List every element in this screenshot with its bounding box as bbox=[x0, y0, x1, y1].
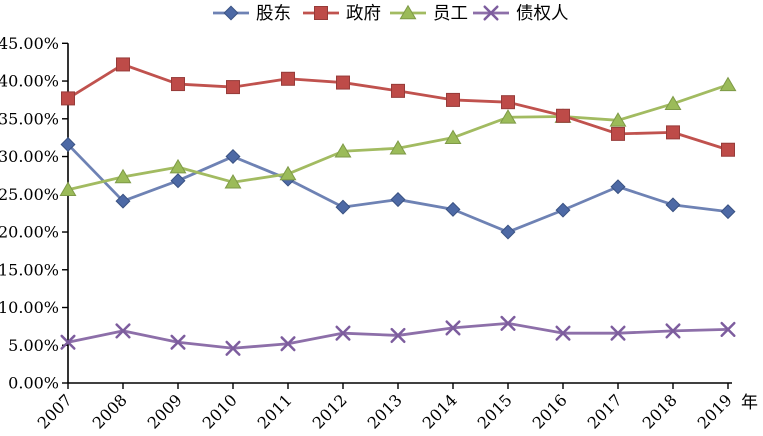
series-line bbox=[67, 83, 729, 192]
square-marker-icon bbox=[314, 6, 328, 20]
square-marker-icon bbox=[336, 75, 350, 90]
diamond-marker-icon bbox=[555, 202, 571, 218]
legend-item-员工: 员工 bbox=[390, 4, 468, 24]
y-tick-label: 30.00% bbox=[0, 147, 59, 166]
square-marker-icon bbox=[501, 95, 515, 110]
y-tick-label: 40.00% bbox=[0, 72, 59, 91]
x-axis-unit-label: 年 bbox=[741, 393, 758, 413]
triangle-marker-icon bbox=[499, 109, 517, 124]
triangle-marker-icon bbox=[664, 95, 682, 110]
x-marker-icon bbox=[555, 325, 571, 341]
x-tick-label: 2009 bbox=[144, 390, 186, 432]
x-marker-icon bbox=[335, 325, 351, 341]
legend-label: 员工 bbox=[433, 4, 468, 24]
triangle-marker-icon bbox=[224, 174, 242, 189]
x-marker-icon bbox=[610, 325, 626, 341]
diamond-marker-icon bbox=[223, 5, 239, 21]
x-marker-icon bbox=[483, 5, 499, 21]
diamond-marker-icon bbox=[720, 204, 736, 220]
diamond-marker-icon bbox=[60, 136, 76, 152]
square-marker-icon bbox=[281, 71, 295, 86]
x-marker-icon bbox=[445, 320, 461, 336]
legend-label: 政府 bbox=[346, 4, 381, 24]
series-政府 bbox=[61, 57, 735, 157]
x-tick-label: 2017 bbox=[584, 390, 626, 432]
x-tick-label: 2010 bbox=[199, 390, 241, 432]
y-tick-label: 0.00% bbox=[8, 374, 59, 393]
series-股东 bbox=[60, 136, 736, 240]
y-tick-label: 45.00% bbox=[0, 34, 59, 53]
x-tick-label: 2016 bbox=[529, 390, 571, 432]
series-债权人 bbox=[60, 315, 736, 356]
x-marker-icon bbox=[115, 323, 131, 339]
x-tick-label: 2018 bbox=[639, 390, 681, 432]
square-marker-icon bbox=[556, 108, 570, 123]
triangle-marker-icon bbox=[334, 143, 352, 158]
x-marker-icon bbox=[720, 321, 736, 337]
triangle-marker-icon bbox=[59, 181, 77, 197]
x-marker-icon bbox=[60, 334, 76, 350]
triangle-marker-icon bbox=[279, 165, 297, 181]
legend-item-股东: 股东 bbox=[213, 4, 291, 24]
y-tick-label: 25.00% bbox=[0, 185, 59, 204]
diamond-marker-icon bbox=[500, 224, 516, 240]
diamond-marker-icon bbox=[225, 149, 241, 165]
series-line bbox=[66, 143, 729, 234]
diamond-marker-icon bbox=[390, 192, 406, 208]
legend-label: 股东 bbox=[256, 4, 291, 24]
triangle-marker-icon bbox=[169, 158, 187, 174]
triangle-marker-icon bbox=[114, 168, 132, 184]
diamond-marker-icon bbox=[445, 201, 461, 217]
diamond-marker-icon bbox=[610, 179, 626, 195]
x-tick-label: 2012 bbox=[309, 390, 351, 432]
y-tick-label: 20.00% bbox=[0, 223, 59, 242]
diamond-marker-icon bbox=[665, 197, 681, 213]
series-line bbox=[67, 63, 729, 152]
triangle-marker-icon bbox=[399, 4, 417, 20]
triangle-marker-icon bbox=[444, 129, 462, 144]
y-tick-label: 5.00% bbox=[8, 336, 59, 355]
x-marker-icon bbox=[665, 323, 681, 339]
square-marker-icon bbox=[116, 57, 130, 72]
triangle-marker-icon bbox=[719, 76, 737, 92]
y-tick-label: 35.00% bbox=[0, 109, 59, 128]
y-tick-label: 15.00% bbox=[0, 260, 59, 279]
square-marker-icon bbox=[391, 83, 405, 98]
x-marker-icon bbox=[225, 340, 241, 356]
square-marker-icon bbox=[171, 77, 185, 92]
square-marker-icon bbox=[61, 91, 75, 106]
legend-label: 债权人 bbox=[516, 4, 569, 24]
x-tick-label: 2015 bbox=[474, 390, 516, 432]
diamond-marker-icon bbox=[170, 173, 186, 189]
square-marker-icon bbox=[666, 125, 680, 140]
x-marker-icon bbox=[390, 327, 406, 343]
square-marker-icon bbox=[226, 80, 240, 95]
diamond-marker-icon bbox=[115, 193, 131, 209]
square-marker-icon bbox=[446, 92, 460, 107]
x-marker-icon bbox=[500, 315, 516, 331]
square-marker-icon bbox=[611, 126, 625, 141]
x-tick-label: 2008 bbox=[89, 390, 131, 432]
y-tick-label: 10.00% bbox=[0, 298, 59, 317]
triangle-marker-icon bbox=[389, 140, 407, 155]
x-marker-icon bbox=[280, 336, 296, 352]
x-tick-label: 2014 bbox=[419, 390, 461, 432]
x-tick-label: 2013 bbox=[364, 390, 406, 432]
legend-item-债权人: 债权人 bbox=[473, 4, 569, 24]
x-tick-label: 2011 bbox=[254, 390, 296, 432]
legend-item-政府: 政府 bbox=[303, 4, 381, 24]
triangle-marker-icon bbox=[609, 112, 627, 127]
x-tick-label: 2019 bbox=[694, 390, 736, 432]
diamond-marker-icon bbox=[335, 199, 351, 215]
square-marker-icon bbox=[721, 142, 735, 157]
x-marker-icon bbox=[170, 334, 186, 350]
x-tick-label: 2007 bbox=[34, 390, 76, 432]
